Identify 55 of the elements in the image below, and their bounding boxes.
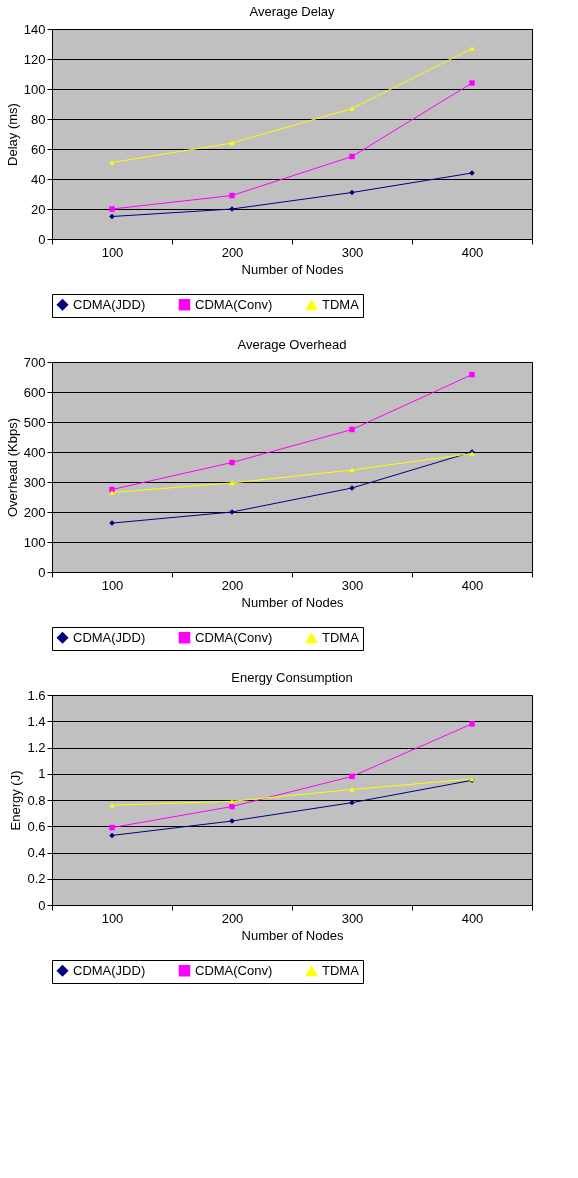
x-axis-title: Number of Nodes xyxy=(241,927,344,943)
y-tick-label: 40 xyxy=(31,171,46,187)
y-axis-title: Delay (ms) xyxy=(4,103,20,166)
legend-label: CDMA(JDD) xyxy=(73,629,146,645)
chart-title: Average Overhead xyxy=(237,337,347,352)
chart-title: Energy Consumption xyxy=(231,670,353,685)
y-tick-label: 0.6 xyxy=(27,818,46,834)
x-tick-label: 400 xyxy=(461,577,484,593)
x-axis-title: Number of Nodes xyxy=(241,261,344,277)
y-tick-label: 20 xyxy=(31,201,46,217)
x-tick-label: 400 xyxy=(461,910,484,926)
x-tick-label: 300 xyxy=(341,244,364,260)
x-tick-label: 100 xyxy=(101,244,124,260)
y-tick-label: 60 xyxy=(31,141,46,157)
y-tick-label: 0.2 xyxy=(27,871,46,887)
y-axis-title: Overhead (Kbps) xyxy=(4,418,20,517)
y-tick-label: 0.8 xyxy=(27,792,46,808)
y-tick-label: 140 xyxy=(23,21,46,37)
y-tick-label: 100 xyxy=(23,534,46,550)
x-tick-label: 100 xyxy=(101,577,124,593)
legend-label: CDMA(JDD) xyxy=(73,962,146,978)
legend-label: CDMA(JDD) xyxy=(73,296,146,312)
legend-label: CDMA(Conv) xyxy=(195,629,273,645)
x-tick-label: 300 xyxy=(341,577,364,593)
legend-label: CDMA(Conv) xyxy=(195,296,273,312)
y-tick-label: 1.4 xyxy=(27,713,46,729)
x-tick-label: 400 xyxy=(461,244,484,260)
legend-label: TDMA xyxy=(322,297,360,313)
y-tick-label: 200 xyxy=(23,504,46,520)
y-tick-label: 0 xyxy=(38,231,46,247)
x-tick-label: 200 xyxy=(221,244,244,260)
legend-label: TDMA xyxy=(322,963,360,979)
y-tick-label: 0 xyxy=(38,897,46,913)
x-tick-label: 200 xyxy=(221,910,244,926)
chart-title: Average Delay xyxy=(249,4,336,19)
x-tick-label: 200 xyxy=(221,577,244,593)
legend-label: CDMA(Conv) xyxy=(195,962,273,978)
y-tick-label: 300 xyxy=(23,474,46,490)
y-axis-title: Energy (J) xyxy=(8,770,24,831)
y-tick-label: 1.6 xyxy=(27,687,46,703)
y-tick-label: 100 xyxy=(23,81,46,97)
x-axis-title: Number of Nodes xyxy=(241,594,344,610)
y-tick-label: 1.2 xyxy=(27,740,46,755)
y-tick-label: 600 xyxy=(23,384,46,400)
legend-label: TDMA xyxy=(322,630,360,646)
y-tick-label: 0 xyxy=(38,564,46,580)
y-tick-label: 400 xyxy=(23,444,46,460)
y-tick-label: 0.4 xyxy=(27,845,46,860)
y-tick-label: 120 xyxy=(23,51,46,67)
y-tick-label: 1 xyxy=(38,766,46,782)
y-tick-label: 80 xyxy=(31,111,46,127)
x-tick-label: 300 xyxy=(341,910,364,926)
y-tick-label: 700 xyxy=(23,354,46,370)
y-tick-label: 500 xyxy=(23,414,46,430)
x-tick-label: 100 xyxy=(101,910,124,926)
